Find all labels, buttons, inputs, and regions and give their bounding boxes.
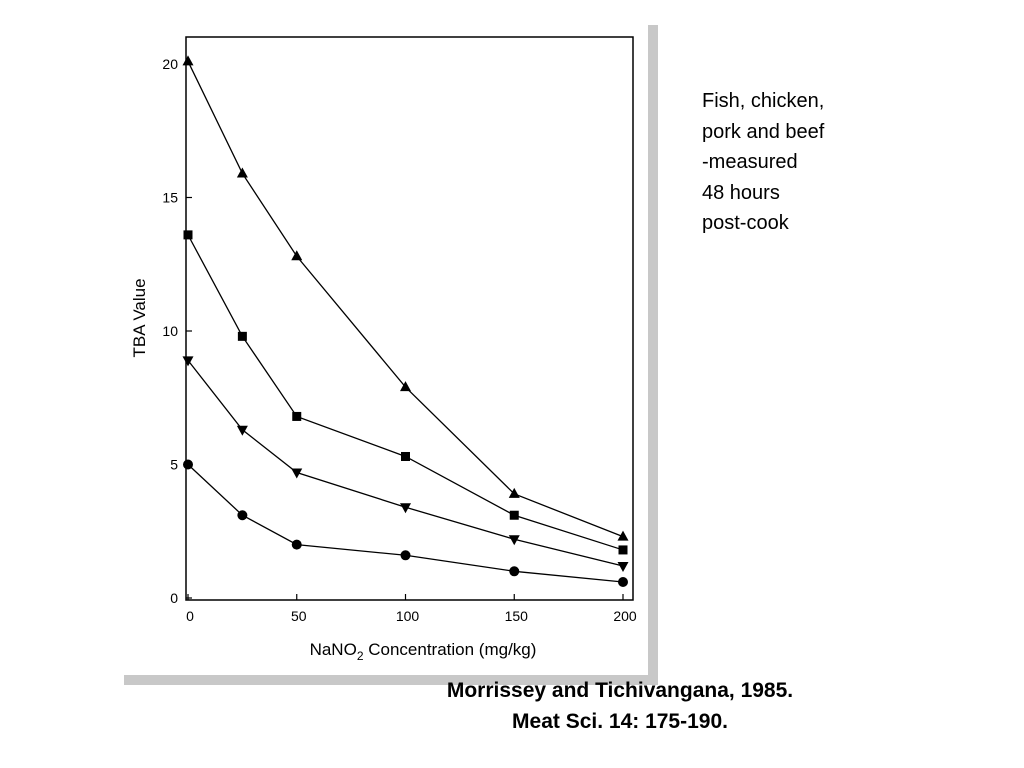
data-point-circle bbox=[618, 576, 628, 587]
citation-line-authors: Morrissey and Tichivangana, 1985. bbox=[446, 679, 794, 702]
data-point-square bbox=[509, 510, 519, 520]
x-tick-label: 200 bbox=[613, 608, 637, 624]
y-tick-label: 5 bbox=[170, 457, 178, 473]
data-point-triangle-up bbox=[508, 487, 520, 498]
data-point-triangle-down bbox=[291, 468, 303, 479]
data-point-circle bbox=[509, 566, 520, 577]
y-tick-label: 10 bbox=[162, 323, 178, 339]
data-point-triangle-down bbox=[182, 356, 194, 367]
data-point-circle bbox=[400, 550, 411, 561]
note-line: post-cook bbox=[702, 212, 789, 234]
x-tick-label: 100 bbox=[396, 608, 420, 624]
data-point-circle bbox=[291, 539, 302, 550]
x-axis-title-main: NaNO bbox=[310, 640, 357, 659]
data-point-square bbox=[618, 545, 628, 555]
data-point-triangle-down bbox=[617, 561, 629, 572]
data-point-triangle-up bbox=[236, 167, 248, 178]
plot-area-frame bbox=[185, 36, 634, 601]
data-point-triangle-down bbox=[400, 503, 411, 514]
data-point-triangle-up bbox=[182, 55, 194, 66]
data-point-triangle-down bbox=[508, 535, 520, 546]
data-point-triangle-up bbox=[400, 381, 411, 392]
x-axis-title-rest: Concentration (mg/kg) bbox=[364, 640, 537, 659]
x-tick-label: 150 bbox=[505, 608, 529, 624]
note-line: pork and beef bbox=[702, 120, 825, 143]
x-tick-label: 0 bbox=[186, 608, 194, 624]
y-tick-label: 15 bbox=[162, 190, 178, 206]
data-point-square bbox=[292, 411, 302, 421]
x-axis-title-subscript: 2 bbox=[357, 649, 364, 663]
series-line-circle bbox=[187, 464, 624, 583]
data-point-circle bbox=[183, 459, 193, 470]
y-axis-title: TBA Value bbox=[130, 278, 149, 357]
figure-panel bbox=[124, 25, 648, 675]
note-line: Fish, chicken, bbox=[702, 90, 825, 112]
series-layer bbox=[182, 55, 629, 587]
y-axis: 0 5 10 15 20 bbox=[162, 56, 192, 606]
annotation-note: Fish, chicken, pork and beef -measured 4… bbox=[702, 86, 892, 239]
data-point-square bbox=[401, 451, 410, 461]
series-line-triangle-up bbox=[187, 61, 624, 538]
data-point-circle bbox=[237, 510, 248, 521]
x-tick-label: 50 bbox=[291, 608, 307, 624]
x-axis: 0 50 100 150 200 bbox=[186, 594, 637, 624]
series-line-triangle-down bbox=[187, 359, 624, 567]
y-tick-label: 20 bbox=[162, 56, 178, 72]
data-point-triangle-up bbox=[617, 530, 629, 541]
data-point-triangle-down bbox=[236, 425, 248, 436]
note-line: 48 hours bbox=[702, 181, 780, 204]
citation-line-journal: Meat Sci. 14: 175-190. bbox=[512, 710, 728, 733]
note-line: -measured bbox=[702, 151, 798, 173]
y-tick-label: 0 bbox=[170, 590, 178, 606]
series-line-square bbox=[187, 234, 624, 551]
citation: Morrissey and Tichivangana, 1985. Meat S… bbox=[400, 675, 840, 737]
data-point-triangle-up bbox=[291, 250, 303, 261]
data-point-square bbox=[237, 331, 247, 341]
x-axis-title: NaNO2 Concentration (mg/kg) bbox=[310, 640, 537, 663]
data-point-square bbox=[183, 230, 193, 240]
